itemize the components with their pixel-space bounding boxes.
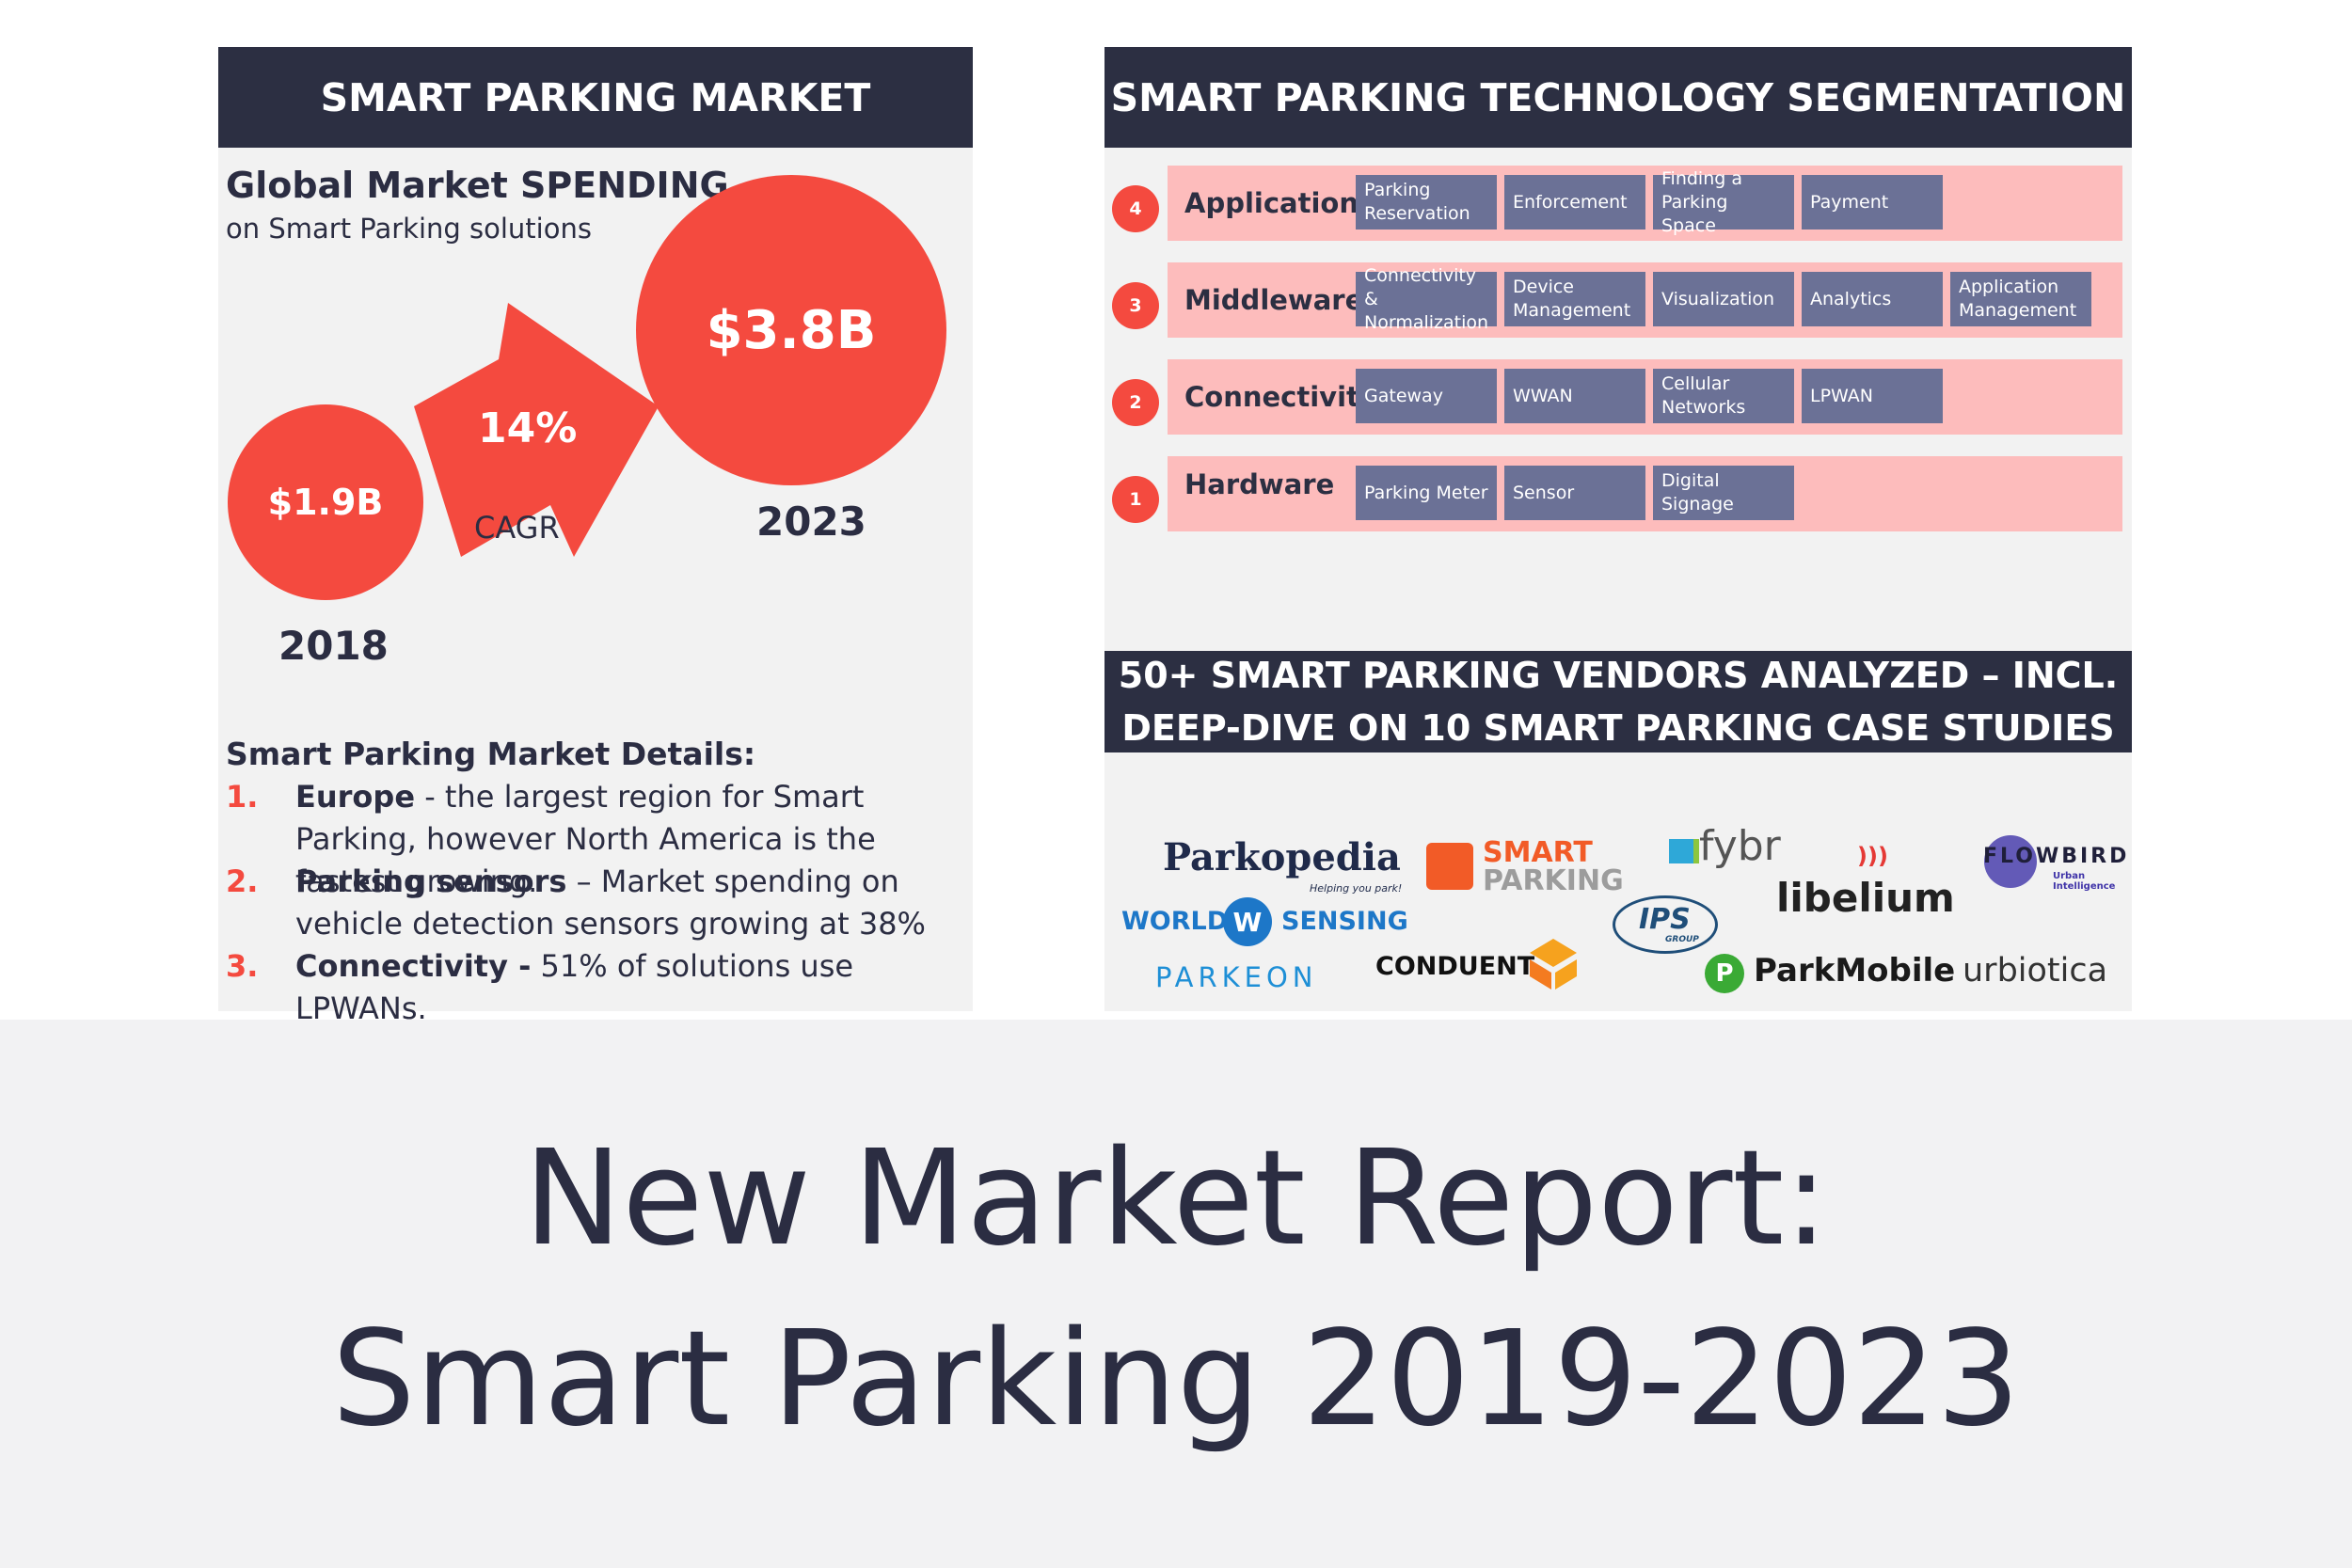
market-detail-item: 3. Connectivity - 51% of solutions use L…: [226, 945, 969, 1026]
market-spending-title: Global Market SPENDING: [226, 165, 729, 206]
layer-item: Parking Meter: [1356, 466, 1497, 520]
layer-item: Digital Signage: [1653, 466, 1794, 520]
layer-name: Connectivity: [1184, 381, 1377, 413]
layer-badge: 1: [1112, 476, 1159, 523]
market-spending-subtitle: on Smart Parking solutions: [226, 213, 592, 245]
spending-2023-value: $3.8B: [706, 299, 877, 361]
ips-group-label: GROUP: [1665, 935, 1699, 944]
report-title-line1: New Market Report:: [523, 1122, 1829, 1275]
layer-item: Sensor: [1504, 466, 1645, 520]
segmentation-panel-header: SMART PARKING TECHNOLOGY SEGMENTATION: [1104, 47, 2132, 148]
cagr-value: 14%: [478, 404, 578, 452]
detail-number: 3.: [226, 948, 259, 984]
world-sensing-mark: W: [1223, 897, 1272, 946]
parkeon-logo: PARKEON: [1155, 961, 1318, 993]
layer-item: Enforcement: [1504, 175, 1645, 230]
layer-item: Parking Reservation: [1356, 175, 1497, 230]
spending-2018-value: $1.9B: [267, 482, 384, 523]
vendors-header-line2: DEEP-DIVE ON 10 SMART PARKING CASE STUDI…: [1121, 707, 2115, 749]
vendors-header-line1: 50+ SMART PARKING VENDORS ANALYZED – INC…: [1118, 655, 2119, 696]
ips-ring-icon: [1613, 895, 1718, 954]
urbiotica-logo: urbiotica: [1963, 952, 2108, 990]
report-banner: [0, 1020, 2352, 1568]
conduent-logo: CONDUENT: [1375, 952, 1535, 981]
year-2018-label: 2018: [278, 623, 389, 669]
fybr-logo: fybr: [1699, 822, 1781, 870]
smart-parking-icon: [1426, 843, 1473, 890]
market-panel: SMART PARKING MARKET Global Market SPEND…: [218, 47, 973, 1026]
world-sensing-logo-right: SENSING: [1281, 907, 1408, 936]
parkopedia-logo: Parkopedia: [1163, 835, 1401, 879]
world-sensing-logo-left: WORLD: [1121, 907, 1229, 936]
parkmobile-logo: ParkMobile: [1754, 952, 1956, 990]
layer-item: Device Management: [1504, 272, 1645, 326]
layer-item: Finding a Parking Space: [1653, 168, 1794, 236]
market-panel-header: SMART PARKING MARKET: [218, 47, 973, 148]
flowbird-sub-intelligence: Intelligence: [2053, 881, 2116, 892]
layer-item: Application Management: [1950, 272, 2091, 326]
detail-text: Parking sensors – Market spending on veh…: [295, 863, 926, 942]
layer-item: Analytics: [1802, 272, 1943, 326]
detail-number: 2.: [226, 863, 259, 899]
layer-item: Connectivity & Normalization: [1356, 265, 1497, 333]
layer-name: Hardware: [1184, 468, 1335, 500]
vendors-header: 50+ SMART PARKING VENDORS ANALYZED – INC…: [1104, 651, 2132, 752]
parkopedia-tagline: Helping you park!: [1310, 882, 1403, 895]
libelium-signal-icon: ))): [1857, 843, 1888, 869]
layer-badge: 4: [1112, 185, 1159, 232]
ips-logo: IPS: [1639, 903, 1691, 936]
layer-badge: 2: [1112, 379, 1159, 426]
layer-name: Applications: [1184, 187, 1375, 219]
market-detail-item: 2. Parking sensors – Market spending on …: [226, 861, 969, 945]
detail-text: Europe - the largest region for Smart Pa…: [295, 779, 876, 899]
smart-parking-logo-bottom: PARKING: [1483, 864, 1624, 897]
layer-badge: 3: [1112, 282, 1159, 329]
layer-connectivity: Connectivity Gateway WWAN Cellular Netwo…: [1168, 359, 2122, 435]
market-details-title: Smart Parking Market Details:: [226, 736, 756, 772]
parkmobile-icon: P: [1705, 954, 1744, 993]
spending-2023-circle: $3.8B: [636, 175, 946, 485]
year-2023-label: 2023: [756, 499, 866, 545]
layer-applications: Applications Parking Reservation Enforce…: [1168, 166, 2122, 241]
flowbird-logo: FLOWBIRD: [1983, 845, 2130, 868]
spending-2018-circle: $1.9B: [228, 404, 423, 600]
segmentation-panel: SMART PARKING TECHNOLOGY SEGMENTATION 4 …: [1104, 47, 2132, 1011]
layer-item: Visualization: [1653, 272, 1794, 326]
flowbird-sub-urban: Urban: [2053, 871, 2086, 881]
layer-item: Payment: [1802, 175, 1943, 230]
vendor-logos: Parkopedia Helping you park! SMART PARKI…: [1104, 752, 2132, 1011]
smart-parking-logo-top: SMART: [1483, 836, 1593, 869]
layer-item: Cellular Networks: [1653, 369, 1794, 423]
fybr-icon: [1669, 839, 1699, 863]
layer-item: WWAN: [1504, 369, 1645, 423]
detail-number: 1.: [226, 779, 259, 815]
layer-item: Gateway: [1356, 369, 1497, 423]
layer-item: LPWAN: [1802, 369, 1943, 423]
cagr-arrow-icon: [414, 303, 659, 557]
layer-middleware: Middleware Connectivity & Normalization …: [1168, 262, 2122, 338]
cagr-label: CAGR: [474, 510, 560, 546]
detail-text: Connectivity - 51% of solutions use LPWA…: [295, 948, 854, 1026]
layer-hardware: Hardware Parking Meter Sensor Digital Si…: [1168, 456, 2122, 531]
layer-name: Middleware: [1184, 284, 1364, 316]
report-title-line2: Smart Parking 2019-2023: [331, 1303, 2021, 1456]
flowbird-icon: [1984, 835, 2037, 888]
libelium-logo: libelium: [1776, 875, 1955, 921]
market-detail-item: 1. Europe - the largest region for Smart…: [226, 776, 969, 899]
conduent-mark-icon: [1530, 939, 1577, 990]
